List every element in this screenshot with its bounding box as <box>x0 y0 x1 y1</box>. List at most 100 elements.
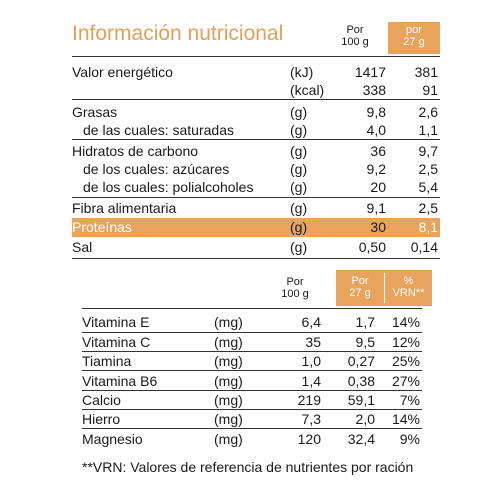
row-value-portion: 2,5 <box>418 200 438 216</box>
row-label: Vitamina C <box>82 334 151 350</box>
row-unit: (g) <box>290 219 308 235</box>
row-label: Proteínas <box>72 219 132 235</box>
vit-col-header-portion: Por 27 g <box>349 275 371 299</box>
table-row: Calcio (mg) 219 59,1 7% <box>82 391 422 409</box>
divider <box>82 370 422 371</box>
divider <box>72 258 440 259</box>
row-value-portion: 381 <box>414 64 438 80</box>
row-unit: (mg) <box>214 353 243 369</box>
row-value-portion: 2,6 <box>418 104 438 120</box>
row-value-vrn: 14% <box>391 411 420 427</box>
row-unit: (mg) <box>214 392 243 408</box>
row-value-portion: 91 <box>422 82 438 98</box>
row-value-portion: 59,1 <box>347 392 375 408</box>
row-label: Vitamina B6 <box>82 373 158 389</box>
row-value-per100: 1,0 <box>301 353 321 369</box>
table-row: de las cuales: saturadas (g) 4,0 1,1 <box>72 121 440 139</box>
row-value-portion: 1,7 <box>355 314 375 330</box>
row-label: de las cuales: saturadas <box>83 122 234 138</box>
row-value-portion: 32,4 <box>347 431 375 447</box>
row-value-per100: 219 <box>297 392 321 408</box>
row-label: Grasas <box>72 104 118 120</box>
row-value-per100: 36 <box>370 143 386 159</box>
row-value-portion: 5,4 <box>418 179 438 195</box>
row-label: Sal <box>72 239 93 255</box>
divider <box>82 332 422 333</box>
row-unit: (kJ) <box>290 64 314 80</box>
col-header-per100: Por 100 g <box>341 24 369 48</box>
col-header-portion-bg <box>388 22 440 54</box>
row-label: Hierro <box>82 411 121 427</box>
divider <box>72 99 440 100</box>
row-value-portion: 0,14 <box>410 239 438 255</box>
row-value-per100: 338 <box>362 82 386 98</box>
divider <box>82 351 422 352</box>
row-value-portion: 9,7 <box>418 143 438 159</box>
row-value-portion: 1,1 <box>418 122 438 138</box>
table-row: Hidratos de carbono (g) 36 9,7 <box>72 142 440 160</box>
row-value-per100: 0,50 <box>358 239 386 255</box>
row-label: Hidratos de carbono <box>72 143 199 159</box>
row-value-per100: 35 <box>305 334 321 350</box>
table-row: Tiamina (mg) 1,0 0,27 25% <box>82 352 422 370</box>
table-row: Sal (g) 0,50 0,14 <box>72 238 440 256</box>
row-unit: (mg) <box>214 373 243 389</box>
row-label: de los cuales: polialcoholes <box>83 179 254 195</box>
row-unit: (mg) <box>214 431 243 447</box>
row-value-per100: 30 <box>370 219 386 235</box>
row-value-portion: 2,0 <box>355 411 375 427</box>
divider <box>82 409 422 410</box>
row-unit: (mg) <box>214 411 243 427</box>
table-row: Valor energético (kJ) 1417 381 <box>72 63 440 81</box>
row-unit: (g) <box>290 143 308 159</box>
header-separator <box>384 273 385 303</box>
row-value-per100: 120 <box>297 431 321 447</box>
divider <box>82 428 422 429</box>
row-unit: (g) <box>290 104 308 120</box>
row-unit: (g) <box>290 161 308 177</box>
table-row: de los cuales: polialcoholes (g) 20 5,4 <box>72 178 440 196</box>
row-value-portion: 0,27 <box>347 353 375 369</box>
highlight-row-bg <box>72 218 440 237</box>
row-value-vrn: 9% <box>399 431 420 447</box>
row-value-vrn: 27% <box>391 373 420 389</box>
row-value-portion: 9,5 <box>355 334 375 350</box>
divider <box>72 139 440 140</box>
footnote: **VRN: Valores de referencia de nutrient… <box>82 459 414 475</box>
divider <box>72 56 440 57</box>
divider <box>82 308 422 309</box>
row-value-per100: 9,1 <box>366 200 386 216</box>
row-value-vrn: 7% <box>399 392 420 408</box>
table-row: Hierro (mg) 7,3 2,0 14% <box>82 410 422 428</box>
table-row: Magnesio (mg) 120 32,4 9% <box>82 430 422 448</box>
row-value-per100: 1417 <box>354 64 386 80</box>
col-header-portion: por 27 g <box>403 24 425 48</box>
row-unit: (kcal) <box>290 82 325 98</box>
row-value-vrn: 14% <box>391 314 420 330</box>
row-value-vrn: 25% <box>391 353 420 369</box>
row-value-per100: 20 <box>370 179 386 195</box>
row-unit: (mg) <box>214 334 243 350</box>
row-label: Tiamina <box>82 353 132 369</box>
divider <box>82 390 422 391</box>
row-value-portion: 0,38 <box>347 373 375 389</box>
table-row: Fibra alimentaria (g) 9,1 2,5 <box>72 199 440 217</box>
row-label: Calcio <box>82 392 121 408</box>
table-row: Vitamina C (mg) 35 9,5 12% <box>82 333 422 351</box>
row-value-per100: 9,2 <box>366 161 386 177</box>
row-label: Vitamina E <box>82 314 150 330</box>
table-row-highlight: Proteínas (g) 30 8,1 <box>72 218 440 236</box>
row-value-portion: 2,5 <box>418 161 438 177</box>
row-value-vrn: 12% <box>391 334 420 350</box>
divider <box>72 197 440 198</box>
row-unit: (g) <box>290 122 308 138</box>
row-value-per100: 4,0 <box>366 122 386 138</box>
row-value-per100: 1,4 <box>301 373 321 389</box>
page-title: Información nutricional <box>72 22 284 45</box>
table-row: (kcal) 338 91 <box>72 81 440 99</box>
row-value-portion: 8,1 <box>418 219 438 235</box>
table-row: Grasas (g) 9,8 2,6 <box>72 103 440 121</box>
row-unit: (mg) <box>214 314 243 330</box>
table-row: Vitamina B6 (mg) 1,4 0,38 27% <box>82 372 422 390</box>
row-label: Valor energético <box>72 64 173 80</box>
